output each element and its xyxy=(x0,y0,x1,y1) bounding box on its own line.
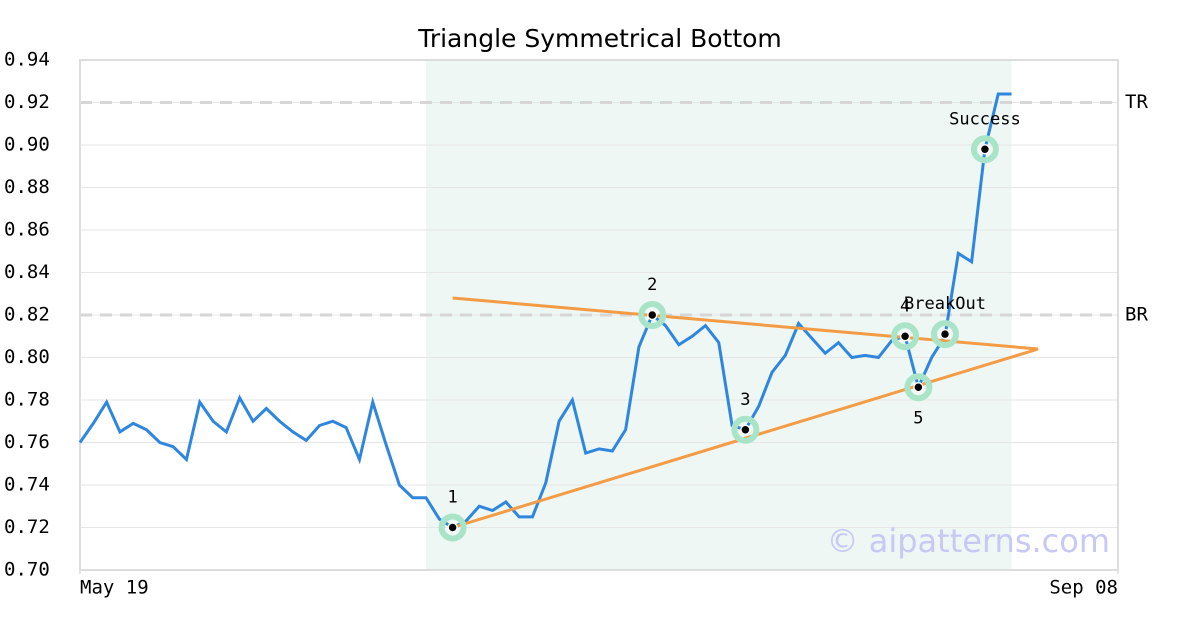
trendline xyxy=(452,296,1039,351)
point-label: 4 xyxy=(900,296,910,316)
point-dot xyxy=(913,382,924,393)
point-dot xyxy=(939,328,951,340)
y-tick-label: 0.76 xyxy=(4,431,50,453)
point-halo xyxy=(904,373,933,402)
level-label: BR xyxy=(1125,304,1148,326)
y-tick-label: 0.90 xyxy=(4,134,50,156)
point-halo xyxy=(731,415,760,444)
y-tick-label: 0.80 xyxy=(4,346,50,368)
point-dot xyxy=(646,309,658,321)
point-label: 1 xyxy=(447,488,457,508)
point-label: 5 xyxy=(913,408,923,428)
point-halo xyxy=(931,320,959,349)
y-tick-label: 0.72 xyxy=(4,516,50,538)
point-dot xyxy=(447,522,458,533)
point-halo xyxy=(638,301,667,329)
y-tick-label: 0.74 xyxy=(4,474,50,496)
plot-border xyxy=(79,59,1119,571)
chart-title: Triangle Symmetrical Bottom xyxy=(417,24,782,53)
y-tick-label: 0.70 xyxy=(4,559,50,581)
point-dot xyxy=(899,331,911,342)
y-tick-label: 0.92 xyxy=(4,91,50,113)
point-label: 3 xyxy=(740,390,750,410)
y-tick-label: 0.88 xyxy=(4,176,50,198)
y-tick-label: 0.94 xyxy=(4,49,50,71)
point-label: BreakOut xyxy=(904,294,986,314)
point-label: 2 xyxy=(647,275,657,295)
point-halo xyxy=(970,135,999,164)
point-dot xyxy=(740,424,751,435)
point-label: Success xyxy=(949,109,1021,129)
y-tick-label: 0.86 xyxy=(4,219,50,241)
y-tick-label: 0.78 xyxy=(4,389,50,411)
y-tick-label: 0.84 xyxy=(4,261,50,283)
x-tick-label: Sep 08 xyxy=(1049,577,1118,599)
y-tick-label: 0.82 xyxy=(4,304,50,326)
point-halo xyxy=(438,513,467,542)
price-line xyxy=(78,92,1012,530)
point-halo xyxy=(891,322,920,351)
point-dot xyxy=(979,144,991,155)
watermark: © aipatterns.com xyxy=(827,522,1110,560)
level-label: TR xyxy=(1125,91,1148,113)
x-tick-label: May 19 xyxy=(80,577,149,599)
